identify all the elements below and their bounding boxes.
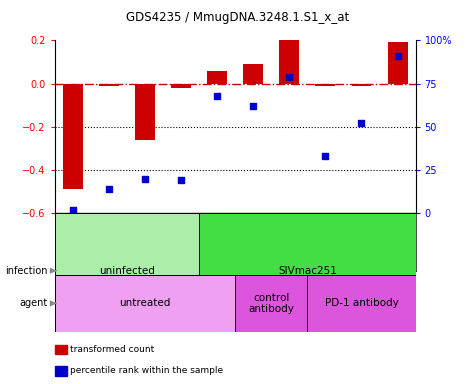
Text: SIVmac251: SIVmac251 [278, 266, 337, 276]
Text: uninfected: uninfected [99, 266, 155, 276]
Bar [235, 275, 307, 332]
Bar [55, 213, 199, 328]
Text: GSM838993: GSM838993 [213, 216, 221, 258]
Point [394, 53, 401, 59]
Text: GSM838996: GSM838996 [321, 216, 330, 258]
Point [249, 103, 257, 109]
Text: control
antibody: control antibody [248, 293, 294, 314]
Bar [63, 84, 83, 189]
Bar [55, 275, 235, 332]
Text: GSM838989: GSM838989 [68, 216, 77, 258]
Text: untreated: untreated [119, 298, 171, 308]
Text: PD-1 antibody: PD-1 antibody [324, 298, 399, 308]
Bar [207, 71, 227, 84]
Point [141, 175, 149, 182]
Text: percentile rank within the sample: percentile rank within the sample [70, 366, 223, 375]
Bar [199, 213, 416, 328]
Bar [243, 64, 263, 84]
Point [285, 73, 293, 79]
Bar [171, 84, 191, 88]
Text: GSM838998: GSM838998 [393, 216, 402, 258]
Text: GDS4235 / MmugDNA.3248.1.S1_x_at: GDS4235 / MmugDNA.3248.1.S1_x_at [126, 11, 349, 24]
Point [358, 120, 365, 126]
Point [177, 177, 185, 183]
Bar [99, 84, 119, 86]
Bar [352, 84, 371, 86]
Text: GSM838994: GSM838994 [249, 216, 257, 258]
Bar [279, 40, 299, 84]
Bar [307, 275, 416, 332]
Text: GSM838992: GSM838992 [177, 216, 185, 258]
Point [69, 207, 76, 213]
Text: infection: infection [5, 266, 48, 276]
Point [322, 153, 329, 159]
Bar [135, 84, 155, 140]
Bar [388, 43, 408, 84]
Text: GSM838995: GSM838995 [285, 216, 294, 258]
Text: GSM838991: GSM838991 [141, 216, 149, 258]
Bar [315, 84, 335, 86]
Text: GSM838997: GSM838997 [357, 216, 366, 258]
Text: GSM838990: GSM838990 [104, 216, 113, 258]
Point [213, 93, 221, 99]
Text: agent: agent [19, 298, 48, 308]
Text: transformed count: transformed count [70, 345, 154, 354]
Point [105, 186, 113, 192]
